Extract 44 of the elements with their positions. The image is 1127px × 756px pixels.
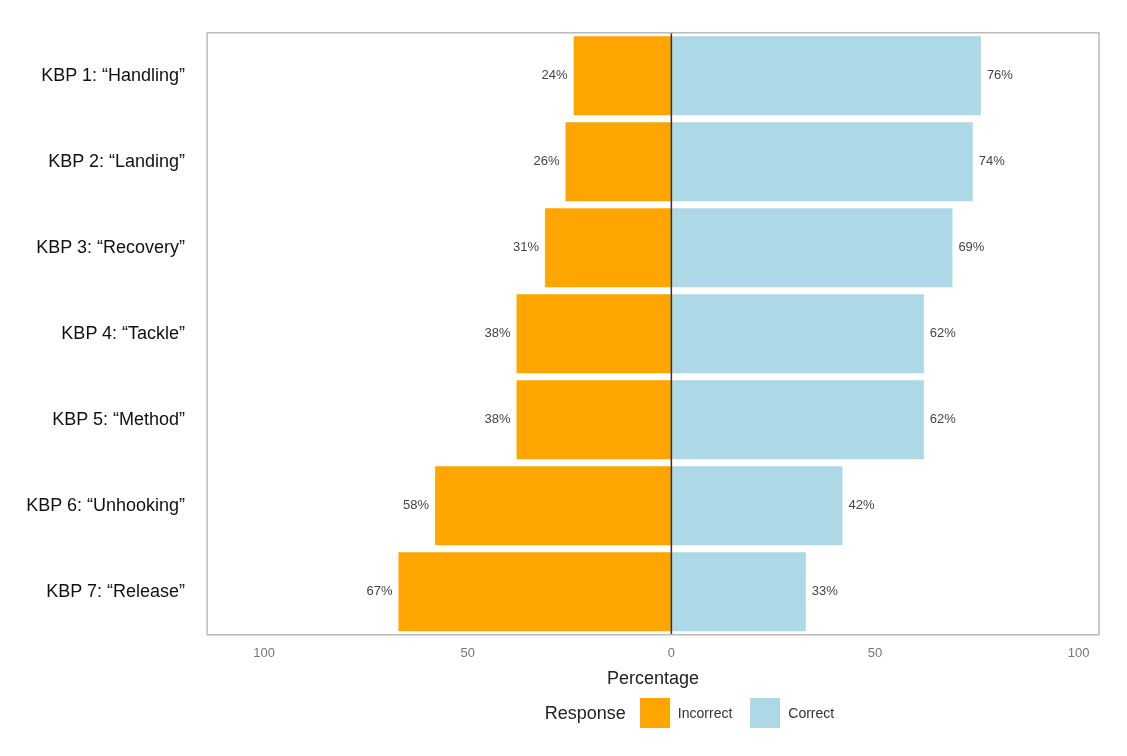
x-tick-label: 100 (1067, 645, 1090, 661)
data-label: 38% (484, 411, 512, 427)
bar (671, 122, 973, 202)
bar (671, 208, 953, 288)
bar (671, 294, 924, 374)
x-tick-label: 100 (253, 645, 275, 661)
y-tick-label: KBP 4: “Tackle” (61, 322, 186, 343)
x-tick-label: 50 (867, 645, 883, 661)
data-label: 26% (533, 153, 560, 169)
bar (671, 552, 806, 632)
data-label: 33% (811, 583, 839, 599)
legend-label: Incorrect (677, 705, 733, 721)
data-label: 62% (929, 411, 957, 427)
y-tick-label: KBP 2: “Landing” (48, 150, 186, 171)
x-tick-label: 0 (667, 645, 675, 661)
bar (398, 552, 672, 632)
bar (545, 208, 672, 288)
data-label: 69% (958, 239, 985, 255)
bar (516, 294, 672, 374)
y-tick-label: KBP 5: “Method” (52, 408, 186, 429)
bar (573, 36, 672, 116)
y-tick-label: KBP 3: “Recovery” (36, 236, 186, 257)
x-tick-label: 50 (460, 645, 475, 661)
y-tick-label: KBP 7: “Release” (46, 580, 186, 601)
y-tick-label: KBP 6: “Unhooking” (26, 494, 186, 515)
bar (671, 380, 924, 460)
data-label: 58% (403, 497, 430, 513)
data-label: 76% (986, 67, 1014, 83)
data-label: 74% (978, 153, 1006, 169)
data-label: 31% (513, 239, 540, 255)
bar (435, 466, 672, 546)
bar (671, 466, 843, 546)
legend-label: Correct (788, 705, 835, 721)
data-label: 67% (366, 583, 393, 599)
data-label: 38% (484, 325, 512, 341)
bar (671, 36, 981, 116)
x-axis-title: Percentage (607, 668, 700, 689)
legend-title: Response (544, 702, 626, 724)
bar (516, 380, 672, 460)
bar (565, 122, 672, 202)
data-label: 24% (541, 67, 569, 83)
data-label: 62% (929, 325, 957, 341)
y-tick-label: KBP 1: “Handling” (41, 64, 186, 85)
data-label: 42% (848, 497, 875, 513)
